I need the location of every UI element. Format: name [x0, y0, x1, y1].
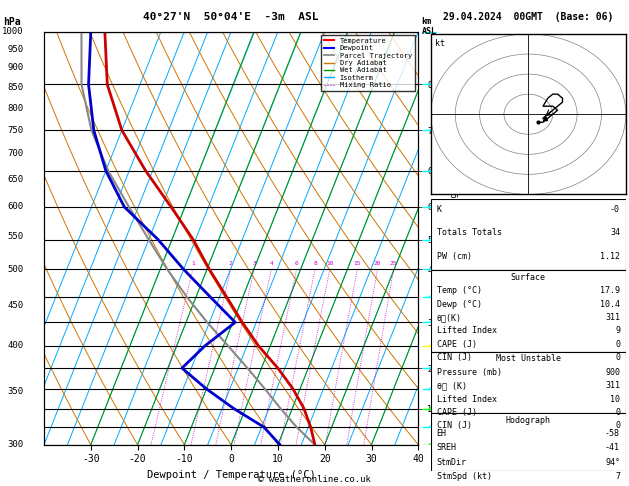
Text: Hodograph: Hodograph [506, 416, 551, 425]
Text: 2: 2 [229, 261, 233, 266]
Text: hPa: hPa [3, 17, 21, 27]
Text: θᴇ (K): θᴇ (K) [437, 382, 467, 390]
Text: 9: 9 [615, 327, 620, 335]
Text: 950: 950 [8, 45, 23, 53]
Text: 10: 10 [610, 395, 620, 404]
Y-axis label: Mixing Ratio (g/kg): Mixing Ratio (g/kg) [450, 187, 459, 289]
Text: -0: -0 [610, 205, 620, 214]
Text: Temp (°C): Temp (°C) [437, 286, 482, 295]
Text: 25: 25 [390, 261, 398, 266]
Text: Lifted Index: Lifted Index [437, 395, 497, 404]
Text: 7: 7 [615, 472, 620, 481]
Text: Pressure (mb): Pressure (mb) [437, 368, 502, 377]
Text: 40°27'N  50°04'E  -3m  ASL: 40°27'N 50°04'E -3m ASL [143, 12, 319, 22]
Text: 300: 300 [8, 440, 23, 449]
Text: 0: 0 [615, 340, 620, 348]
Text: 900: 900 [605, 368, 620, 377]
Text: Lifted Index: Lifted Index [437, 327, 497, 335]
Text: CIN (J): CIN (J) [437, 353, 472, 362]
Text: © weatheronline.co.uk: © weatheronline.co.uk [258, 474, 371, 484]
Text: Totals Totals: Totals Totals [437, 228, 502, 237]
Text: 8: 8 [313, 261, 317, 266]
Text: 29.04.2024  00GMT  (Base: 06): 29.04.2024 00GMT (Base: 06) [443, 12, 613, 22]
Text: 0: 0 [615, 408, 620, 417]
Text: 550: 550 [8, 232, 23, 241]
X-axis label: Dewpoint / Temperature (°C): Dewpoint / Temperature (°C) [147, 470, 316, 480]
Text: 450: 450 [8, 301, 23, 310]
Text: 700: 700 [8, 150, 23, 158]
Bar [431, 413, 626, 471]
Bar [431, 352, 626, 413]
Text: Most Unstable: Most Unstable [496, 354, 561, 364]
Text: 3: 3 [252, 261, 256, 266]
Text: 311: 311 [605, 313, 620, 322]
Text: 500: 500 [8, 265, 23, 274]
Bar [431, 199, 626, 270]
Text: StmSpd (kt): StmSpd (kt) [437, 472, 492, 481]
Text: 900: 900 [8, 63, 23, 72]
Text: StmDir: StmDir [437, 457, 467, 467]
Text: CAPE (J): CAPE (J) [437, 408, 477, 417]
Text: PW (cm): PW (cm) [437, 252, 472, 261]
Text: 311: 311 [605, 382, 620, 390]
Text: 650: 650 [8, 175, 23, 184]
Text: 15: 15 [353, 261, 361, 266]
Text: 34: 34 [610, 228, 620, 237]
Text: 400: 400 [8, 342, 23, 350]
Text: kt: kt [435, 39, 445, 48]
Text: 800: 800 [8, 104, 23, 113]
Text: -58: -58 [605, 429, 620, 438]
Text: 17.9: 17.9 [600, 286, 620, 295]
Text: 350: 350 [8, 387, 23, 396]
Text: 20: 20 [374, 261, 381, 266]
Text: 0: 0 [615, 353, 620, 362]
Bar [431, 270, 626, 352]
Text: CIN (J): CIN (J) [437, 421, 472, 430]
Text: 10.4: 10.4 [600, 300, 620, 309]
Text: 1.12: 1.12 [600, 252, 620, 261]
Text: -41: -41 [605, 443, 620, 452]
Text: 4: 4 [269, 261, 273, 266]
Text: 750: 750 [8, 126, 23, 135]
Text: Dewp (°C): Dewp (°C) [437, 300, 482, 309]
Text: 1: 1 [191, 261, 194, 266]
Text: 600: 600 [8, 202, 23, 211]
Text: 1000: 1000 [2, 27, 23, 36]
Text: 10: 10 [326, 261, 333, 266]
Text: 94°: 94° [605, 457, 620, 467]
Text: km
ASL: km ASL [421, 17, 437, 36]
Text: θᴇ(K): θᴇ(K) [437, 313, 462, 322]
Text: CAPE (J): CAPE (J) [437, 340, 477, 348]
Text: Surface: Surface [511, 273, 546, 282]
Text: K: K [437, 205, 442, 214]
Text: 0: 0 [615, 421, 620, 430]
Text: SREH: SREH [437, 443, 457, 452]
Text: 6: 6 [294, 261, 298, 266]
Legend: Temperature, Dewpoint, Parcel Trajectory, Dry Adiabat, Wet Adiabat, Isotherm, Mi: Temperature, Dewpoint, Parcel Trajectory… [321, 35, 415, 91]
Text: 850: 850 [8, 83, 23, 92]
Text: EH: EH [437, 429, 447, 438]
